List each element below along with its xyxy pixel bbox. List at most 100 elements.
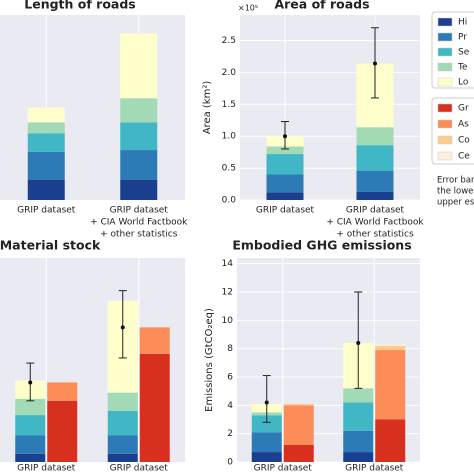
bar-segment [27, 133, 65, 152]
y-tick-label: 0.5 [222, 164, 236, 174]
bar-segment [120, 33, 158, 99]
x-tick-label: + other statistics [100, 230, 178, 240]
y-tick-label: 2.5 [222, 36, 236, 46]
bar-segment [356, 127, 394, 146]
bar-segment [139, 327, 170, 354]
bar-segment [343, 402, 374, 431]
error-point [28, 380, 33, 385]
bar-segment [375, 344, 406, 346]
legend-label: Hi [458, 18, 467, 28]
x-tick-label: + CIA World Factbook [90, 218, 188, 228]
x-tick-label: + other statistics [336, 230, 414, 240]
legend-swatch [437, 77, 453, 87]
y-tick-label: 1.5 [222, 100, 236, 110]
axis-offset: ×10⁵ [238, 4, 258, 13]
x-tick-label: GRIP dataset [256, 206, 315, 216]
bar-segment [120, 98, 158, 123]
legend-swatch [437, 17, 453, 27]
legend-swatch [437, 135, 453, 145]
legend-label: As [458, 120, 469, 130]
y-tick-label: 6 [227, 373, 233, 383]
bar-segment [283, 403, 314, 404]
y-tick-label: 0 [227, 458, 233, 468]
bar-segment [251, 432, 282, 453]
error-point [283, 134, 287, 139]
bar-segment [47, 382, 78, 401]
bar-segment [283, 403, 314, 406]
bar-segment [266, 146, 304, 155]
x-tick-label: GRIP dataset [346, 206, 405, 216]
bar-segment [107, 411, 138, 436]
legend-label: Co [458, 136, 470, 146]
bar-segment [343, 430, 374, 453]
bar-segment [356, 170, 394, 192]
bar-segment [120, 150, 158, 180]
y-tick-label: 14 [222, 259, 234, 269]
error-point [356, 341, 361, 345]
chart-title: Length of roads [24, 0, 135, 12]
y-tick-label: 10 [222, 316, 234, 326]
bar-segment [47, 400, 78, 462]
bar-segment [107, 453, 138, 462]
legend-swatch [437, 103, 453, 113]
y-tick-label: 2.0 [222, 68, 237, 78]
x-tick-label: + CIA World Factbook [326, 218, 424, 228]
bar-segment [266, 174, 304, 193]
error-point [264, 400, 269, 405]
legend-swatch [437, 32, 453, 42]
legend-swatch [437, 62, 453, 72]
legend-label: Te [457, 63, 468, 73]
legend-swatch [437, 151, 453, 161]
bar-segment [283, 445, 314, 462]
y-tick-label: 4 [227, 401, 233, 411]
bar-segment [15, 435, 46, 454]
x-tick-label: GRIP dataset [254, 464, 313, 474]
x-tick-label: GRIP dataset [345, 464, 404, 474]
bar-segment [375, 419, 406, 462]
bar-segment [375, 350, 406, 420]
bar-segment [375, 345, 406, 351]
bar-segment [107, 392, 138, 411]
bar-segment [356, 145, 394, 171]
chart-title: Area of roads [274, 0, 369, 12]
bar-segment [251, 415, 282, 433]
legend-swatch [437, 47, 453, 57]
legend-label: Se [458, 48, 470, 58]
y-tick-label: 8 [227, 344, 233, 354]
bar-segment [15, 398, 46, 416]
bar-segment [27, 107, 65, 123]
bar-segment [15, 415, 46, 436]
bar-segment [139, 353, 170, 462]
bar-segment [356, 191, 394, 200]
y-axis-label: Area (km²) [202, 81, 213, 135]
legend-swatch [437, 119, 453, 129]
bar-segment [283, 405, 314, 445]
legend-label: Pr [458, 33, 467, 43]
y-tick-label: 0.0 [222, 196, 237, 206]
bar-segment [266, 154, 304, 175]
legend-label: Gr [458, 104, 469, 114]
bar-segment [343, 388, 374, 403]
error-point [373, 61, 377, 66]
legend-frame [431, 97, 474, 165]
error-point [120, 325, 125, 330]
legend-label: Lo [458, 78, 469, 88]
bar-segment [120, 179, 158, 200]
y-axis-label: Emissions (GtCO₂eq) [204, 308, 215, 412]
chart-title: Embodied GHG emissions [232, 238, 411, 253]
legend-label: Ce [458, 152, 470, 162]
bar-segment [266, 192, 304, 200]
x-tick-label: GRIP dataset [17, 464, 76, 474]
x-tick-label: GRIP dataset [110, 206, 169, 216]
y-tick-label: 2 [227, 429, 233, 439]
y-tick-label: 12 [222, 288, 233, 298]
x-tick-label: GRIP dataset [17, 206, 76, 216]
bar-segment [107, 435, 138, 454]
x-tick-label: GRIP dataset [110, 464, 169, 474]
bar-segment [15, 453, 46, 462]
bar-segment [120, 122, 158, 151]
note: the lowe [437, 187, 473, 197]
bar-segment [27, 151, 65, 180]
note: upper es [437, 198, 474, 208]
